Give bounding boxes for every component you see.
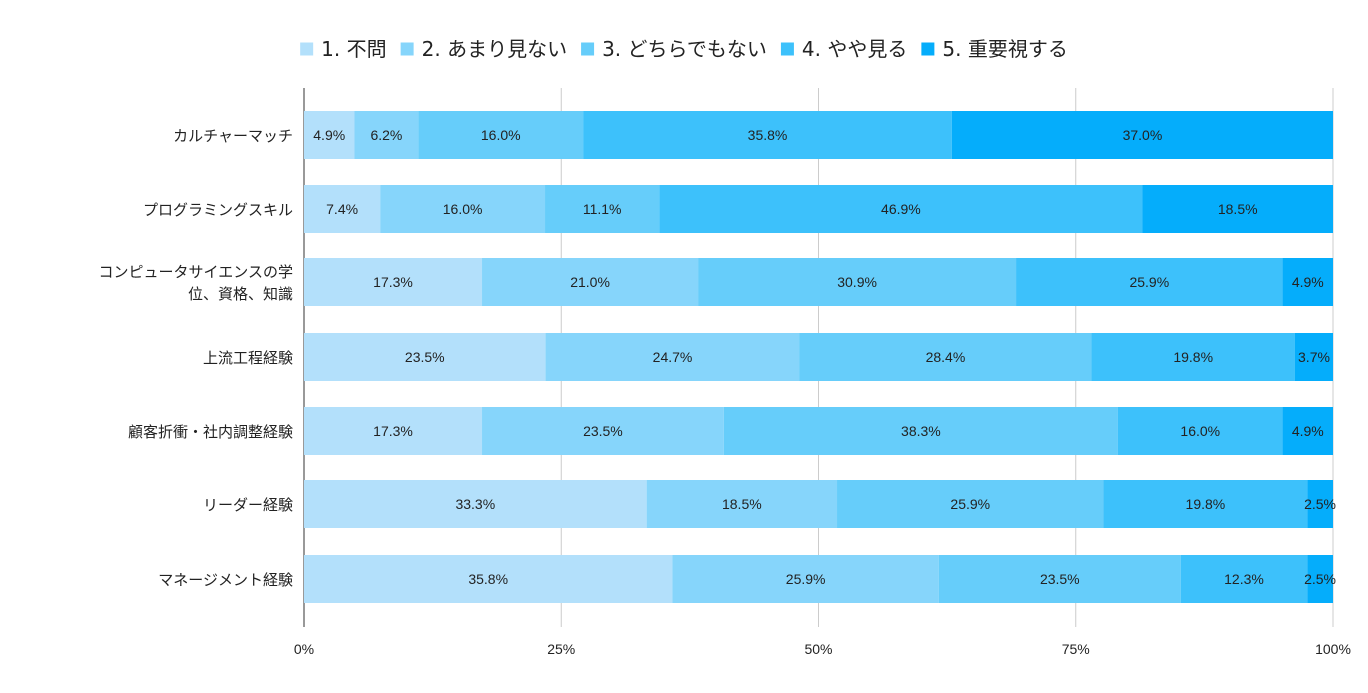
bar-segment: [1091, 333, 1295, 381]
legend-swatch: [300, 42, 314, 56]
x-tick-label: 0%: [294, 641, 314, 657]
x-tick-label: 25%: [547, 641, 575, 657]
data-label: 25.9%: [1129, 274, 1169, 290]
bars: [304, 111, 1333, 603]
data-label: 19.8%: [1173, 349, 1213, 365]
bar-segment: [723, 407, 1118, 455]
category-label: コンピュータサイエンスの学: [98, 263, 293, 281]
bar-segment: [1016, 258, 1283, 306]
bar-segment: [1282, 258, 1333, 306]
bar-segment: [482, 407, 724, 455]
bar-segment: [837, 480, 1104, 528]
data-label: 30.9%: [837, 274, 877, 290]
bar-segment: [304, 555, 673, 603]
data-label: 16.0%: [1180, 423, 1220, 439]
data-label: 24.7%: [653, 349, 693, 365]
data-label: 4.9%: [1292, 274, 1324, 290]
legend-swatch: [921, 42, 935, 56]
bar-segment: [1307, 555, 1333, 603]
bar-segment: [1282, 407, 1333, 455]
category-label: 顧客折衝・社内調整経験: [128, 423, 293, 441]
data-label: 21.0%: [570, 274, 610, 290]
bar-segment: [646, 480, 838, 528]
bar-segment: [672, 555, 939, 603]
x-tick-label: 50%: [804, 641, 832, 657]
x-tick-label: 100%: [1315, 641, 1351, 657]
category-label: 上流工程経験: [203, 349, 293, 367]
data-label: 35.8%: [748, 127, 788, 143]
bar-segment: [304, 480, 647, 528]
data-label: 33.3%: [455, 496, 495, 512]
data-label: 38.3%: [901, 423, 941, 439]
data-label: 4.9%: [313, 127, 345, 143]
data-label: 25.9%: [786, 571, 826, 587]
data-label: 7.4%: [326, 201, 358, 217]
data-label: 23.5%: [1040, 571, 1080, 587]
category-label: カルチャーマッチ: [173, 127, 293, 145]
data-label: 3.7%: [1298, 349, 1330, 365]
bar-segment: [545, 185, 660, 233]
legend-item: 1. 不問: [321, 37, 386, 61]
bar-segment: [938, 555, 1181, 603]
bar-segment: [698, 258, 1017, 306]
legend-item: 3. どちらでもない: [602, 37, 767, 61]
data-label: 25.9%: [950, 496, 990, 512]
data-label: 28.4%: [926, 349, 966, 365]
bar-segment: [1307, 480, 1333, 528]
bar-segment: [799, 333, 1092, 381]
data-label: 16.0%: [481, 127, 521, 143]
category-label: プログラミングスキル: [143, 201, 293, 219]
legend-swatch: [581, 42, 595, 56]
data-label: 18.5%: [722, 496, 762, 512]
legend-item: 4. やや見る: [802, 37, 907, 61]
data-label: 11.1%: [583, 201, 622, 217]
legend-item: 2. あまり見ない: [422, 37, 567, 61]
legend-swatch: [400, 42, 414, 56]
bar-segment: [583, 111, 952, 159]
bar-segment: [482, 258, 699, 306]
legend-item: 5. 重要視する: [942, 37, 1067, 61]
data-label: 37.0%: [1123, 127, 1163, 143]
bar-segment: [304, 258, 483, 306]
data-label: 2.5%: [1304, 496, 1336, 512]
bar-segment: [951, 111, 1333, 159]
data-label: 35.8%: [468, 571, 508, 587]
data-label: 17.3%: [373, 274, 413, 290]
data-label: 18.5%: [1218, 201, 1258, 217]
data-label: 2.5%: [1304, 571, 1336, 587]
data-label: 46.9%: [881, 201, 921, 217]
bar-segment: [659, 185, 1143, 233]
data-label: 19.8%: [1186, 496, 1226, 512]
bar-segment: [545, 333, 800, 381]
bar-segment: [304, 185, 381, 233]
data-label: 12.3%: [1224, 571, 1264, 587]
bar-segment: [304, 333, 546, 381]
bar-segment: [1180, 555, 1308, 603]
data-label: 4.9%: [1292, 423, 1324, 439]
category-label: マネージメント経験: [158, 571, 293, 589]
category-label: 位、資格、知識: [188, 285, 293, 303]
data-label: 23.5%: [583, 423, 623, 439]
data-label: 6.2%: [370, 127, 402, 143]
legend-swatch: [780, 42, 794, 56]
bar-segment: [380, 185, 546, 233]
bar-segment: [418, 111, 584, 159]
bar-segment: [1117, 407, 1283, 455]
data-label: 16.0%: [443, 201, 483, 217]
x-tick-label: 75%: [1062, 641, 1090, 657]
data-label: 23.5%: [405, 349, 445, 365]
bar-segment: [1103, 480, 1308, 528]
bar-segment: [1294, 333, 1333, 381]
bar-segment: [304, 111, 355, 159]
bar-segment: [304, 407, 483, 455]
legend: 1. 不問 2. あまり見ない 3. どちらでもない 4. やや見る 5. 重要視する: [300, 37, 1068, 61]
bar-segment: [1142, 185, 1333, 233]
data-label: 17.3%: [373, 423, 413, 439]
bar-segment: [354, 111, 419, 159]
category-label: リーダー経験: [203, 496, 293, 514]
